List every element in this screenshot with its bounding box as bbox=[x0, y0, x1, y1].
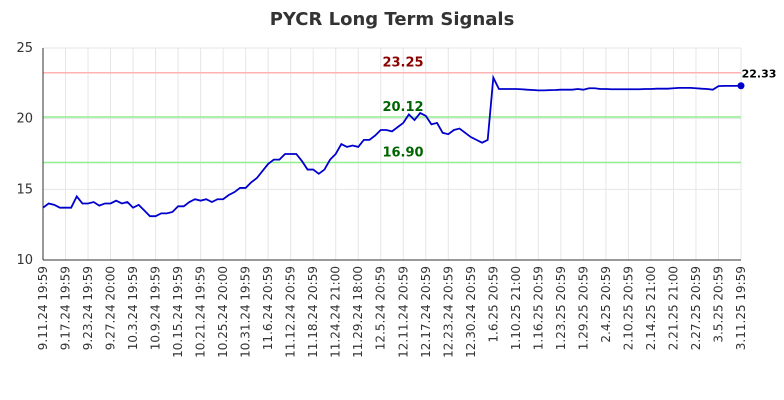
x-tick-label: 12.11.24 20:59 bbox=[396, 266, 410, 358]
x-tick-label: 2.4.25 20:59 bbox=[599, 266, 613, 343]
y-tick-label: 25 bbox=[16, 41, 33, 56]
x-tick-label: 9.17.24 19:59 bbox=[59, 266, 73, 350]
x-tick-label: 10.15.24 19:59 bbox=[171, 266, 185, 358]
reference-label: 16.90 bbox=[382, 145, 423, 160]
y-tick-label: 15 bbox=[16, 182, 33, 197]
reference-label: 20.12 bbox=[382, 100, 423, 115]
x-tick-label: 1.6.25 20:59 bbox=[486, 266, 500, 343]
x-tick-label: 3.11.25 19:59 bbox=[734, 266, 748, 350]
x-tick-label: 10.3.24 19:59 bbox=[126, 266, 140, 350]
x-tick-label: 12.30.24 20:59 bbox=[464, 266, 478, 358]
x-tick-label: 10.21.24 19:59 bbox=[194, 266, 208, 358]
x-tick-label: 11.18.24 20:59 bbox=[306, 266, 320, 358]
x-tick-label: 10.25.24 20:00 bbox=[216, 266, 230, 358]
x-tick-label: 11.24.24 21:00 bbox=[329, 266, 343, 358]
x-tick-label: 1.29.25 20:59 bbox=[576, 266, 590, 350]
x-tick-label: 11.12.24 20:59 bbox=[284, 266, 298, 358]
last-point bbox=[737, 82, 745, 90]
y-tick-label: 10 bbox=[16, 253, 33, 268]
x-tick-label: 2.21.25 21:00 bbox=[666, 266, 680, 350]
x-tick-label: 11.29.24 18:00 bbox=[351, 266, 365, 358]
reference-label: 23.25 bbox=[382, 56, 423, 71]
x-tick-label: 12.5.24 20:59 bbox=[374, 266, 388, 350]
x-tick-label: 2.10.25 20:59 bbox=[621, 266, 635, 350]
x-tick-label: 9.23.24 19:59 bbox=[81, 266, 95, 350]
x-tick-label: 1.10.25 21:00 bbox=[509, 266, 523, 350]
x-tick-label: 9.27.24 20:00 bbox=[104, 266, 118, 350]
x-tick-label: 2.14.25 21:00 bbox=[644, 266, 658, 350]
last-value-label: 22.33 bbox=[742, 68, 777, 81]
x-tick-label: 1.16.25 20:59 bbox=[531, 266, 545, 350]
x-tick-label: 12.23.24 20:59 bbox=[441, 266, 455, 358]
x-tick-label: 2.27.25 20:59 bbox=[689, 266, 703, 350]
x-tick-label: 10.31.24 19:59 bbox=[239, 266, 253, 358]
x-tick-label: 11.6.24 20:59 bbox=[261, 266, 275, 350]
x-tick-label: 10.9.24 19:59 bbox=[149, 266, 163, 350]
x-tick-label: 1.23.25 20:59 bbox=[554, 266, 568, 350]
x-tick-label: 9.11.24 19:59 bbox=[36, 266, 50, 350]
chart-title: PYCR Long Term Signals bbox=[270, 9, 515, 30]
x-tick-label: 3.5.25 20:59 bbox=[711, 266, 725, 343]
x-tick-label: 12.17.24 20:59 bbox=[419, 266, 433, 358]
price-line bbox=[42, 74, 742, 218]
y-tick-label: 20 bbox=[16, 112, 33, 127]
